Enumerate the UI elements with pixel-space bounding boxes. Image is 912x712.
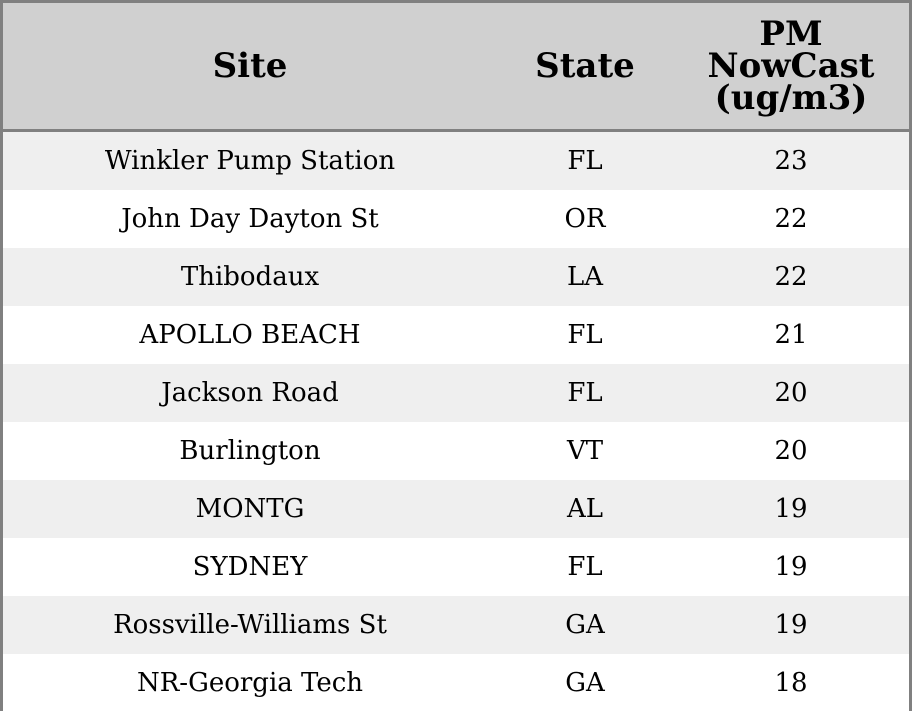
state-cell: AL — [497, 480, 673, 538]
state-cell: FL — [497, 538, 673, 596]
column-header-pm-nowcast: PM NowCast (ug/m3) — [673, 3, 909, 131]
site-cell: Thibodaux — [3, 248, 497, 306]
pm-nowcast-cell: 19 — [673, 538, 909, 596]
table-header: Site State PM NowCast (ug/m3) — [3, 3, 909, 131]
pm-header-line-3: (ug/m3) — [715, 78, 868, 118]
pm-nowcast-cell: 21 — [673, 306, 909, 364]
state-cell: FL — [497, 306, 673, 364]
pm-nowcast-cell: 23 — [673, 131, 909, 191]
pm-nowcast-table: Site State PM NowCast (ug/m3) Winkler Pu… — [3, 3, 909, 712]
site-cell: Jackson Road — [3, 364, 497, 422]
pm-nowcast-cell: 19 — [673, 480, 909, 538]
state-cell: FL — [497, 131, 673, 191]
column-header-state: State — [497, 3, 673, 131]
site-cell: Winkler Pump Station — [3, 131, 497, 191]
site-cell: SYDNEY — [3, 538, 497, 596]
pm-nowcast-cell: 19 — [673, 596, 909, 654]
state-cell: GA — [497, 596, 673, 654]
column-header-site: Site — [3, 3, 497, 131]
pm-nowcast-cell: 20 — [673, 422, 909, 480]
pm-nowcast-cell: 22 — [673, 190, 909, 248]
site-cell: NR-Georgia Tech — [3, 654, 497, 712]
pm-nowcast-cell: 20 — [673, 364, 909, 422]
site-cell: MONTG — [3, 480, 497, 538]
state-cell: FL — [497, 364, 673, 422]
pm-nowcast-cell: 22 — [673, 248, 909, 306]
header-row: Site State PM NowCast (ug/m3) — [3, 3, 909, 131]
site-cell: Burlington — [3, 422, 497, 480]
state-cell: OR — [497, 190, 673, 248]
site-cell: APOLLO BEACH — [3, 306, 497, 364]
site-cell: John Day Dayton St — [3, 190, 497, 248]
state-cell: GA — [497, 654, 673, 712]
state-cell: VT — [497, 422, 673, 480]
state-cell: LA — [497, 248, 673, 306]
pm-nowcast-cell: 18 — [673, 654, 909, 712]
site-cell: Rossville-Williams St — [3, 596, 497, 654]
